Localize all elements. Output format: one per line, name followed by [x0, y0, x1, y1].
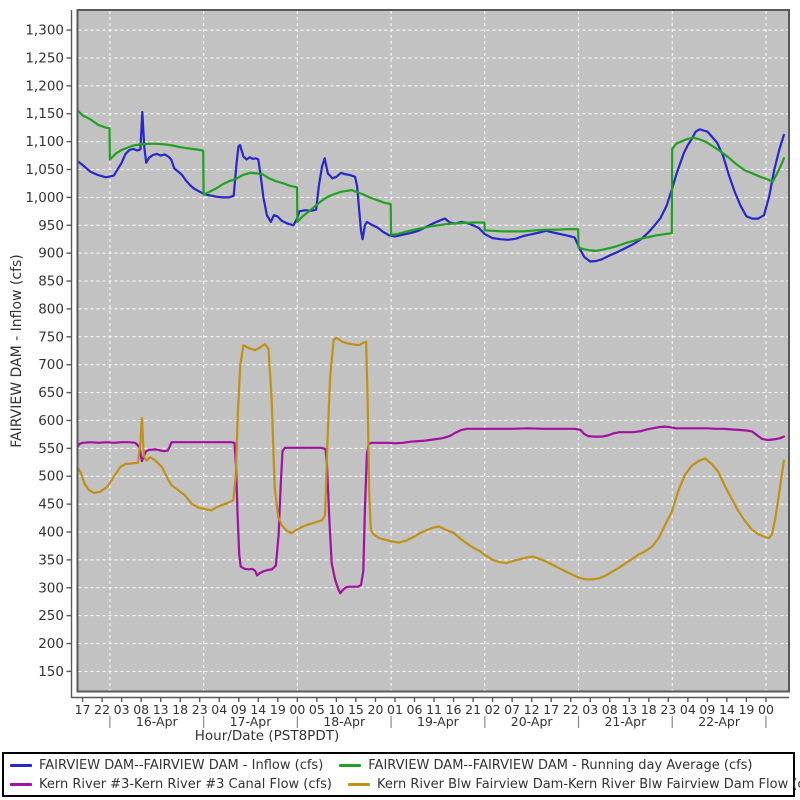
svg-text:02: 02	[485, 702, 501, 717]
legend-line-swatch-icon	[10, 763, 32, 767]
x-axis-title: Hour/Date (PST8PDT)	[194, 728, 340, 744]
svg-text:03: 03	[114, 702, 130, 717]
svg-text:16: 16	[446, 702, 462, 717]
svg-text:15: 15	[348, 702, 364, 717]
x-axis-ticks: 17 22 03 08 13 18 23 04 09 14 19 00 05 10 15 20 01 06 11 16…	[75, 697, 774, 717]
axis-lines	[70, 10, 789, 699]
svg-text:00: 00	[289, 702, 305, 717]
svg-text:21: 21	[465, 702, 481, 717]
svg-text:550: 550	[38, 441, 64, 457]
svg-text:450: 450	[38, 497, 64, 513]
legend-item-3: Kern River Blw Fairview Dam-Kern River B…	[347, 776, 800, 792]
svg-text:23: 23	[660, 702, 676, 717]
svg-text:750: 750	[38, 329, 64, 345]
day-label: 17-Apr	[230, 714, 273, 729]
svg-text:1,150: 1,150	[25, 106, 64, 122]
svg-text:09: 09	[699, 702, 715, 717]
svg-text:19: 19	[270, 702, 286, 717]
svg-text:17: 17	[543, 702, 559, 717]
svg-text:700: 700	[38, 357, 64, 373]
svg-text:400: 400	[38, 525, 64, 541]
legend-item-label: FAIRVIEW DAM--FAIRVIEW DAM - Inflow (cfs…	[39, 757, 324, 773]
legend-item-2: Kern River #3-Kern River #3 Canal Flow (…	[10, 777, 332, 792]
svg-text:05: 05	[309, 702, 325, 717]
svg-text:20: 20	[368, 702, 384, 717]
legend-item-label: Kern River #3-Kern River #3 Canal Flow (…	[39, 776, 332, 792]
legend: FAIRVIEW DAM--FAIRVIEW DAM - Inflow (cfs…	[2, 752, 800, 797]
svg-text:1,100: 1,100	[25, 134, 64, 150]
svg-text:200: 200	[38, 636, 64, 652]
plot-border	[76, 9, 790, 693]
series-line-0	[77, 110, 786, 263]
legend-line-swatch-icon	[339, 763, 362, 767]
svg-text:04: 04	[211, 702, 227, 717]
svg-text:14: 14	[250, 702, 266, 717]
svg-text:800: 800	[38, 301, 64, 317]
x-axis-date-row: 16-Apr 17-Apr 18-Apr 19-Apr 20-Apr 21-Apr 22-A…	[109, 714, 767, 729]
day-label: 21-Apr	[604, 714, 647, 729]
svg-text:00: 00	[758, 702, 774, 717]
y-axis-title: FAIRVIEW DAM - Inflow (cfs)	[9, 254, 25, 448]
svg-text:23: 23	[192, 702, 208, 717]
svg-text:850: 850	[38, 274, 64, 290]
svg-text:08: 08	[133, 702, 149, 717]
legend-item-label: Kern River Blw Fairview Dam-Kern River B…	[376, 776, 800, 792]
svg-text:01: 01	[387, 702, 403, 717]
svg-text:10: 10	[328, 702, 344, 717]
day-label: 16-Apr	[136, 714, 179, 729]
svg-text:12: 12	[524, 702, 540, 717]
svg-text:17: 17	[75, 702, 91, 717]
flow-chart: 1,300 1,250 1,200 1,150 1,100 1,050 1,000 950 90…	[25, 9, 790, 729]
legend-item-label: FAIRVIEW DAM--FAIRVIEW DAM - Running day…	[368, 757, 753, 773]
svg-text:1,050: 1,050	[25, 162, 64, 178]
legend-line-swatch-icon	[347, 782, 370, 786]
series-line-3	[77, 336, 786, 581]
svg-text:04: 04	[680, 702, 696, 717]
svg-text:150: 150	[38, 664, 64, 680]
svg-text:09: 09	[231, 702, 247, 717]
svg-text:18: 18	[641, 702, 657, 717]
svg-text:18: 18	[172, 702, 188, 717]
day-label: 19-Apr	[417, 714, 460, 729]
svg-text:19: 19	[738, 702, 754, 717]
svg-text:300: 300	[38, 580, 64, 596]
svg-text:650: 650	[38, 385, 64, 401]
legend-item-1: FAIRVIEW DAM--FAIRVIEW DAM - Running day…	[339, 757, 753, 773]
day-label: 18-Apr	[323, 714, 366, 729]
svg-text:1,200: 1,200	[25, 78, 64, 94]
legend-line-swatch-icon	[10, 782, 32, 786]
y-axis-ticks: 1,300 1,250 1,200 1,150 1,100 1,050 1,000 950 90…	[25, 23, 72, 680]
svg-text:22: 22	[94, 702, 110, 717]
svg-text:900: 900	[38, 246, 64, 262]
svg-text:06: 06	[407, 702, 423, 717]
svg-text:1,300: 1,300	[25, 23, 64, 39]
legend-row-1: Kern River #3-Kern River #3 Canal Flow (…	[10, 775, 800, 793]
svg-text:07: 07	[504, 702, 520, 717]
legend-item-0: FAIRVIEW DAM--FAIRVIEW DAM - Inflow (cfs…	[10, 758, 323, 773]
legend-row-0: FAIRVIEW DAM--FAIRVIEW DAM - Inflow (cfs…	[10, 756, 787, 774]
svg-text:13: 13	[621, 702, 637, 717]
svg-text:1,250: 1,250	[25, 50, 64, 66]
svg-text:08: 08	[602, 702, 618, 717]
svg-text:14: 14	[719, 702, 735, 717]
svg-text:950: 950	[38, 218, 64, 234]
svg-text:250: 250	[38, 608, 64, 624]
series-line-1	[77, 109, 786, 252]
svg-text:03: 03	[582, 702, 598, 717]
svg-text:600: 600	[38, 413, 64, 429]
svg-text:22: 22	[563, 702, 579, 717]
series-line-2	[77, 425, 786, 595]
series-group	[77, 109, 786, 595]
plot-background	[77, 10, 789, 692]
svg-text:500: 500	[38, 469, 64, 485]
svg-text:1,000: 1,000	[25, 190, 64, 206]
svg-text:11: 11	[426, 702, 442, 717]
day-label: 20-Apr	[511, 714, 554, 729]
day-label: 22-Apr	[698, 714, 741, 729]
svg-text:13: 13	[153, 702, 169, 717]
svg-text:350: 350	[38, 552, 64, 568]
